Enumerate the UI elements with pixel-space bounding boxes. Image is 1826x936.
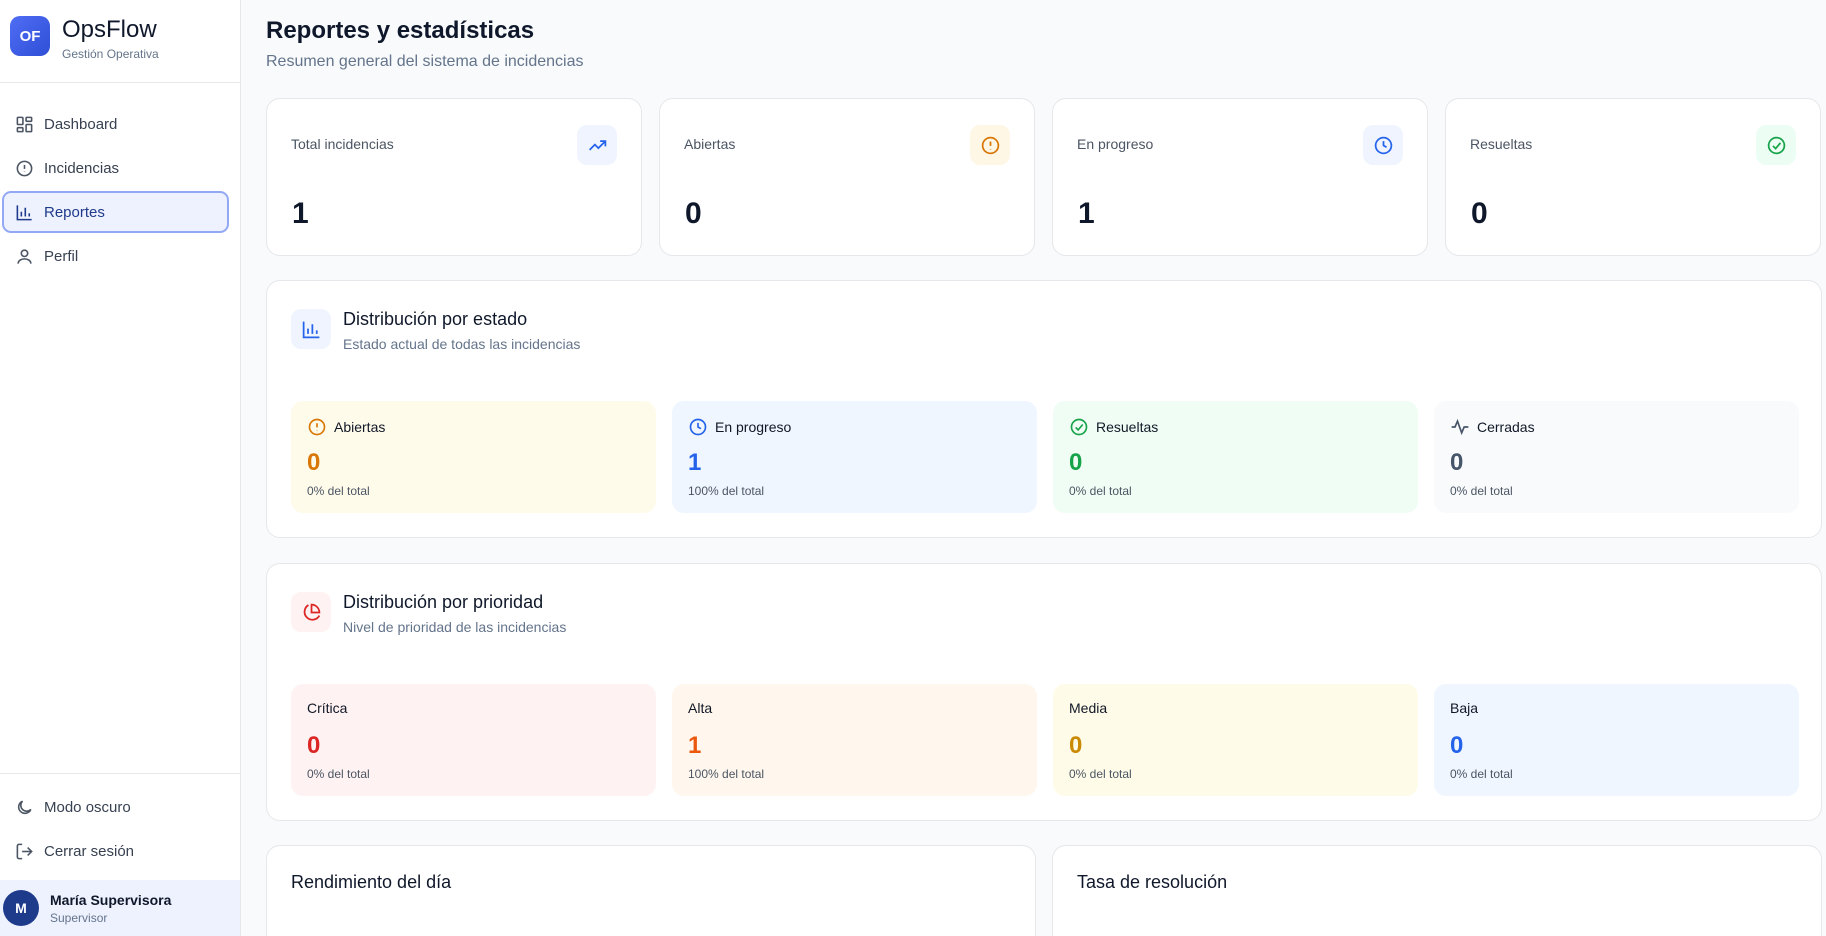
moon-icon [14,797,34,817]
nav-item-perfil[interactable]: Perfil [2,235,229,277]
stat-value: 1 [1078,197,1095,230]
logout-button[interactable]: Cerrar sesión [2,830,229,872]
tile-label: Resueltas [1096,419,1159,435]
panel-title: Rendimiento del día [291,872,452,892]
tile-label: Abiertas [334,419,386,435]
tile-value: 0 [1450,449,1464,476]
panel-subtitle: Estado actual de todas las incidencias [343,336,581,352]
logout-icon [14,841,34,861]
nav-item-incidencias[interactable]: Incidencias [2,147,229,189]
nav-label: Dashboard [44,115,118,133]
tile-label: Crítica [307,700,348,716]
panel-subtitle: Nivel de prioridad de las incidencias [343,619,567,635]
bar-chart-icon [291,309,331,349]
panel-title: Distribución por estado [343,309,528,329]
clock-icon [1363,125,1403,165]
tile-value: 0 [1069,449,1083,476]
estado-tile-cerradas: Cerradas 0 0% del total [1434,401,1799,513]
tile-percentage: 100% del total [688,484,765,498]
tile-label: Media [1069,700,1108,716]
stat-card-total: Total incidencias 1 [266,98,642,256]
panel-title: Distribución por prioridad [343,592,544,612]
alert-circle-icon [14,158,34,178]
nav-label: Incidencias [44,159,120,177]
stat-card-resueltas: Resueltas 0 [1445,98,1821,256]
tile-label: Alta [688,700,713,716]
stat-value: 0 [1471,197,1488,230]
brand: OF OpsFlow Gestión Operativa [0,0,240,83]
prioridad-tile-critica: Crítica 0 0% del total [291,684,656,796]
panel-title: Tasa de resolución [1077,872,1228,892]
stats-row: Total incidencias 1 Abiertas 0 En progre… [266,98,1821,256]
clock-icon [689,418,707,436]
tile-label: Cerradas [1477,419,1535,435]
prioridad-tile-alta: Alta 1 100% del total [672,684,1037,796]
trending-up-icon [577,125,617,165]
tile-value: 1 [688,732,702,759]
main-nav: Dashboard Incidencias Reportes Perfil [0,83,240,277]
tile-label: En progreso [715,419,792,435]
grid-icon [14,114,34,134]
tile-value: 0 [307,449,321,476]
page-subtitle: Resumen general del sistema de incidenci… [266,53,584,70]
stat-value: 1 [292,197,309,230]
stat-label: En progreso [1077,136,1154,152]
nav-item-reportes[interactable]: Reportes [2,191,229,233]
bar-chart-icon [14,202,34,222]
sidebar: OF OpsFlow Gestión Operativa Dashboard I… [0,0,241,936]
check-circle-icon [1070,418,1088,436]
pie-chart-icon [291,592,331,632]
tile-value: 0 [1069,732,1083,759]
avatar: M [3,890,39,926]
tile-percentage: 0% del total [1069,484,1132,498]
tile-percentage: 0% del total [307,767,370,781]
nav-item-dashboard[interactable]: Dashboard [2,103,229,145]
stat-value: 0 [685,197,702,230]
tile-percentage: 0% del total [307,484,370,498]
prioridad-tile-baja: Baja 0 0% del total [1434,684,1799,796]
tile-label: Baja [1450,700,1479,716]
sidebar-bottom: Modo oscuro Cerrar sesión M María Superv… [0,773,240,936]
user-icon [14,246,34,266]
tile-value: 1 [688,449,702,476]
page-title: Reportes y estadísticas [266,17,535,44]
tasa-resolucion-panel: Tasa de resolución [1052,845,1822,936]
stat-card-abiertas: Abiertas 0 [659,98,1035,256]
app-name: OpsFlow [62,16,157,43]
user-role: Supervisor [50,910,108,925]
estado-tile-resueltas: Resueltas 0 0% del total [1053,401,1418,513]
tile-percentage: 0% del total [1450,484,1513,498]
nav-label: Reportes [44,203,105,221]
tile-percentage: 0% del total [1450,767,1513,781]
tile-value: 0 [307,732,321,759]
stat-label: Resueltas [1470,136,1533,152]
alert-circle-icon [308,418,326,436]
prioridad-tile-media: Media 0 0% del total [1053,684,1418,796]
stat-card-en-progreso: En progreso 1 [1052,98,1428,256]
estado-tile-en-progreso: En progreso 1 100% del total [672,401,1037,513]
nav-label: Perfil [44,247,79,265]
estado-tile-abiertas: Abiertas 0 0% del total [291,401,656,513]
activity-icon [1451,418,1469,436]
tile-percentage: 0% del total [1069,767,1132,781]
app-subtitle: Gestión Operativa [62,47,159,61]
estado-panel: Distribución por estado Estado actual de… [266,280,1822,538]
app-logo: OF [10,16,50,56]
nav-label: Modo oscuro [44,798,131,816]
tile-value: 0 [1450,732,1464,759]
check-circle-icon [1756,125,1796,165]
prioridad-panel: Distribución por prioridad Nivel de prio… [266,563,1822,821]
tile-percentage: 100% del total [688,767,765,781]
dark-mode-toggle[interactable]: Modo oscuro [2,786,229,828]
user-profile[interactable]: M María Supervisora Supervisor [0,880,240,936]
stat-label: Total incidencias [291,136,394,152]
rendimiento-panel: Rendimiento del día [266,845,1036,936]
user-name: María Supervisora [50,891,172,908]
alert-circle-icon [970,125,1010,165]
stat-label: Abiertas [684,136,736,152]
nav-label: Cerrar sesión [44,842,135,860]
